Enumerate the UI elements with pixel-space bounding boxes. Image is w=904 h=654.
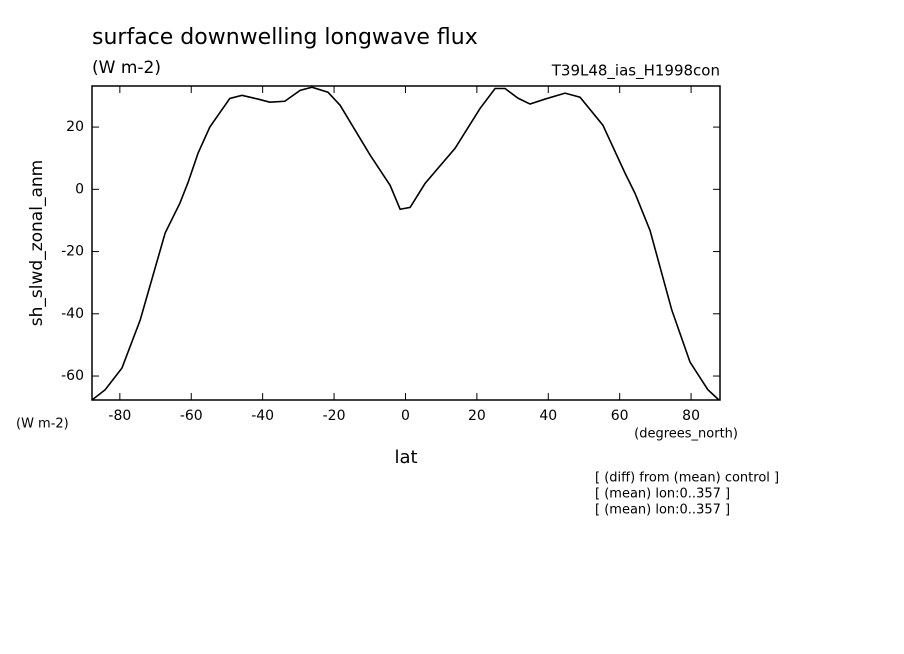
data-line: [91, 86, 720, 401]
chart-title: surface downwelling longwave flux: [92, 25, 478, 50]
x-tick-label: -20: [323, 408, 346, 424]
x-tick-label: 0: [401, 408, 410, 424]
x-tick-label: 80: [682, 408, 700, 424]
note: [ (diff) from (mean) control ]: [595, 471, 779, 486]
x-axis-label: lat: [394, 447, 417, 468]
y-axis-label: sh_slwd_zonal_anm: [27, 160, 47, 326]
y-tick-label: -60: [61, 368, 84, 384]
run-label: T39L48_ias_H1998con: [551, 62, 720, 81]
x-tick-label: 20: [468, 408, 486, 424]
note: [ (mean) lon:0..357 ]: [595, 503, 730, 518]
y-tick-label: 0: [75, 181, 84, 197]
x-tick-label: -80: [108, 408, 131, 424]
x-tick-label: 60: [611, 408, 629, 424]
y-tick-label: 20: [66, 119, 84, 135]
x-tick-label: -40: [251, 408, 274, 424]
plot-frame: [91, 85, 721, 401]
note: [ (mean) lon:0..357 ]: [595, 487, 730, 502]
x-tick-label: 40: [539, 408, 557, 424]
x-tick-label: -60: [180, 408, 203, 424]
y-tick-label: -20: [61, 244, 84, 260]
y-units: (W m-2): [16, 417, 69, 432]
chart-subtitle: (W m-2): [92, 58, 161, 78]
y-tick-label: -40: [61, 306, 84, 322]
x-units: (degrees_north): [634, 427, 738, 442]
